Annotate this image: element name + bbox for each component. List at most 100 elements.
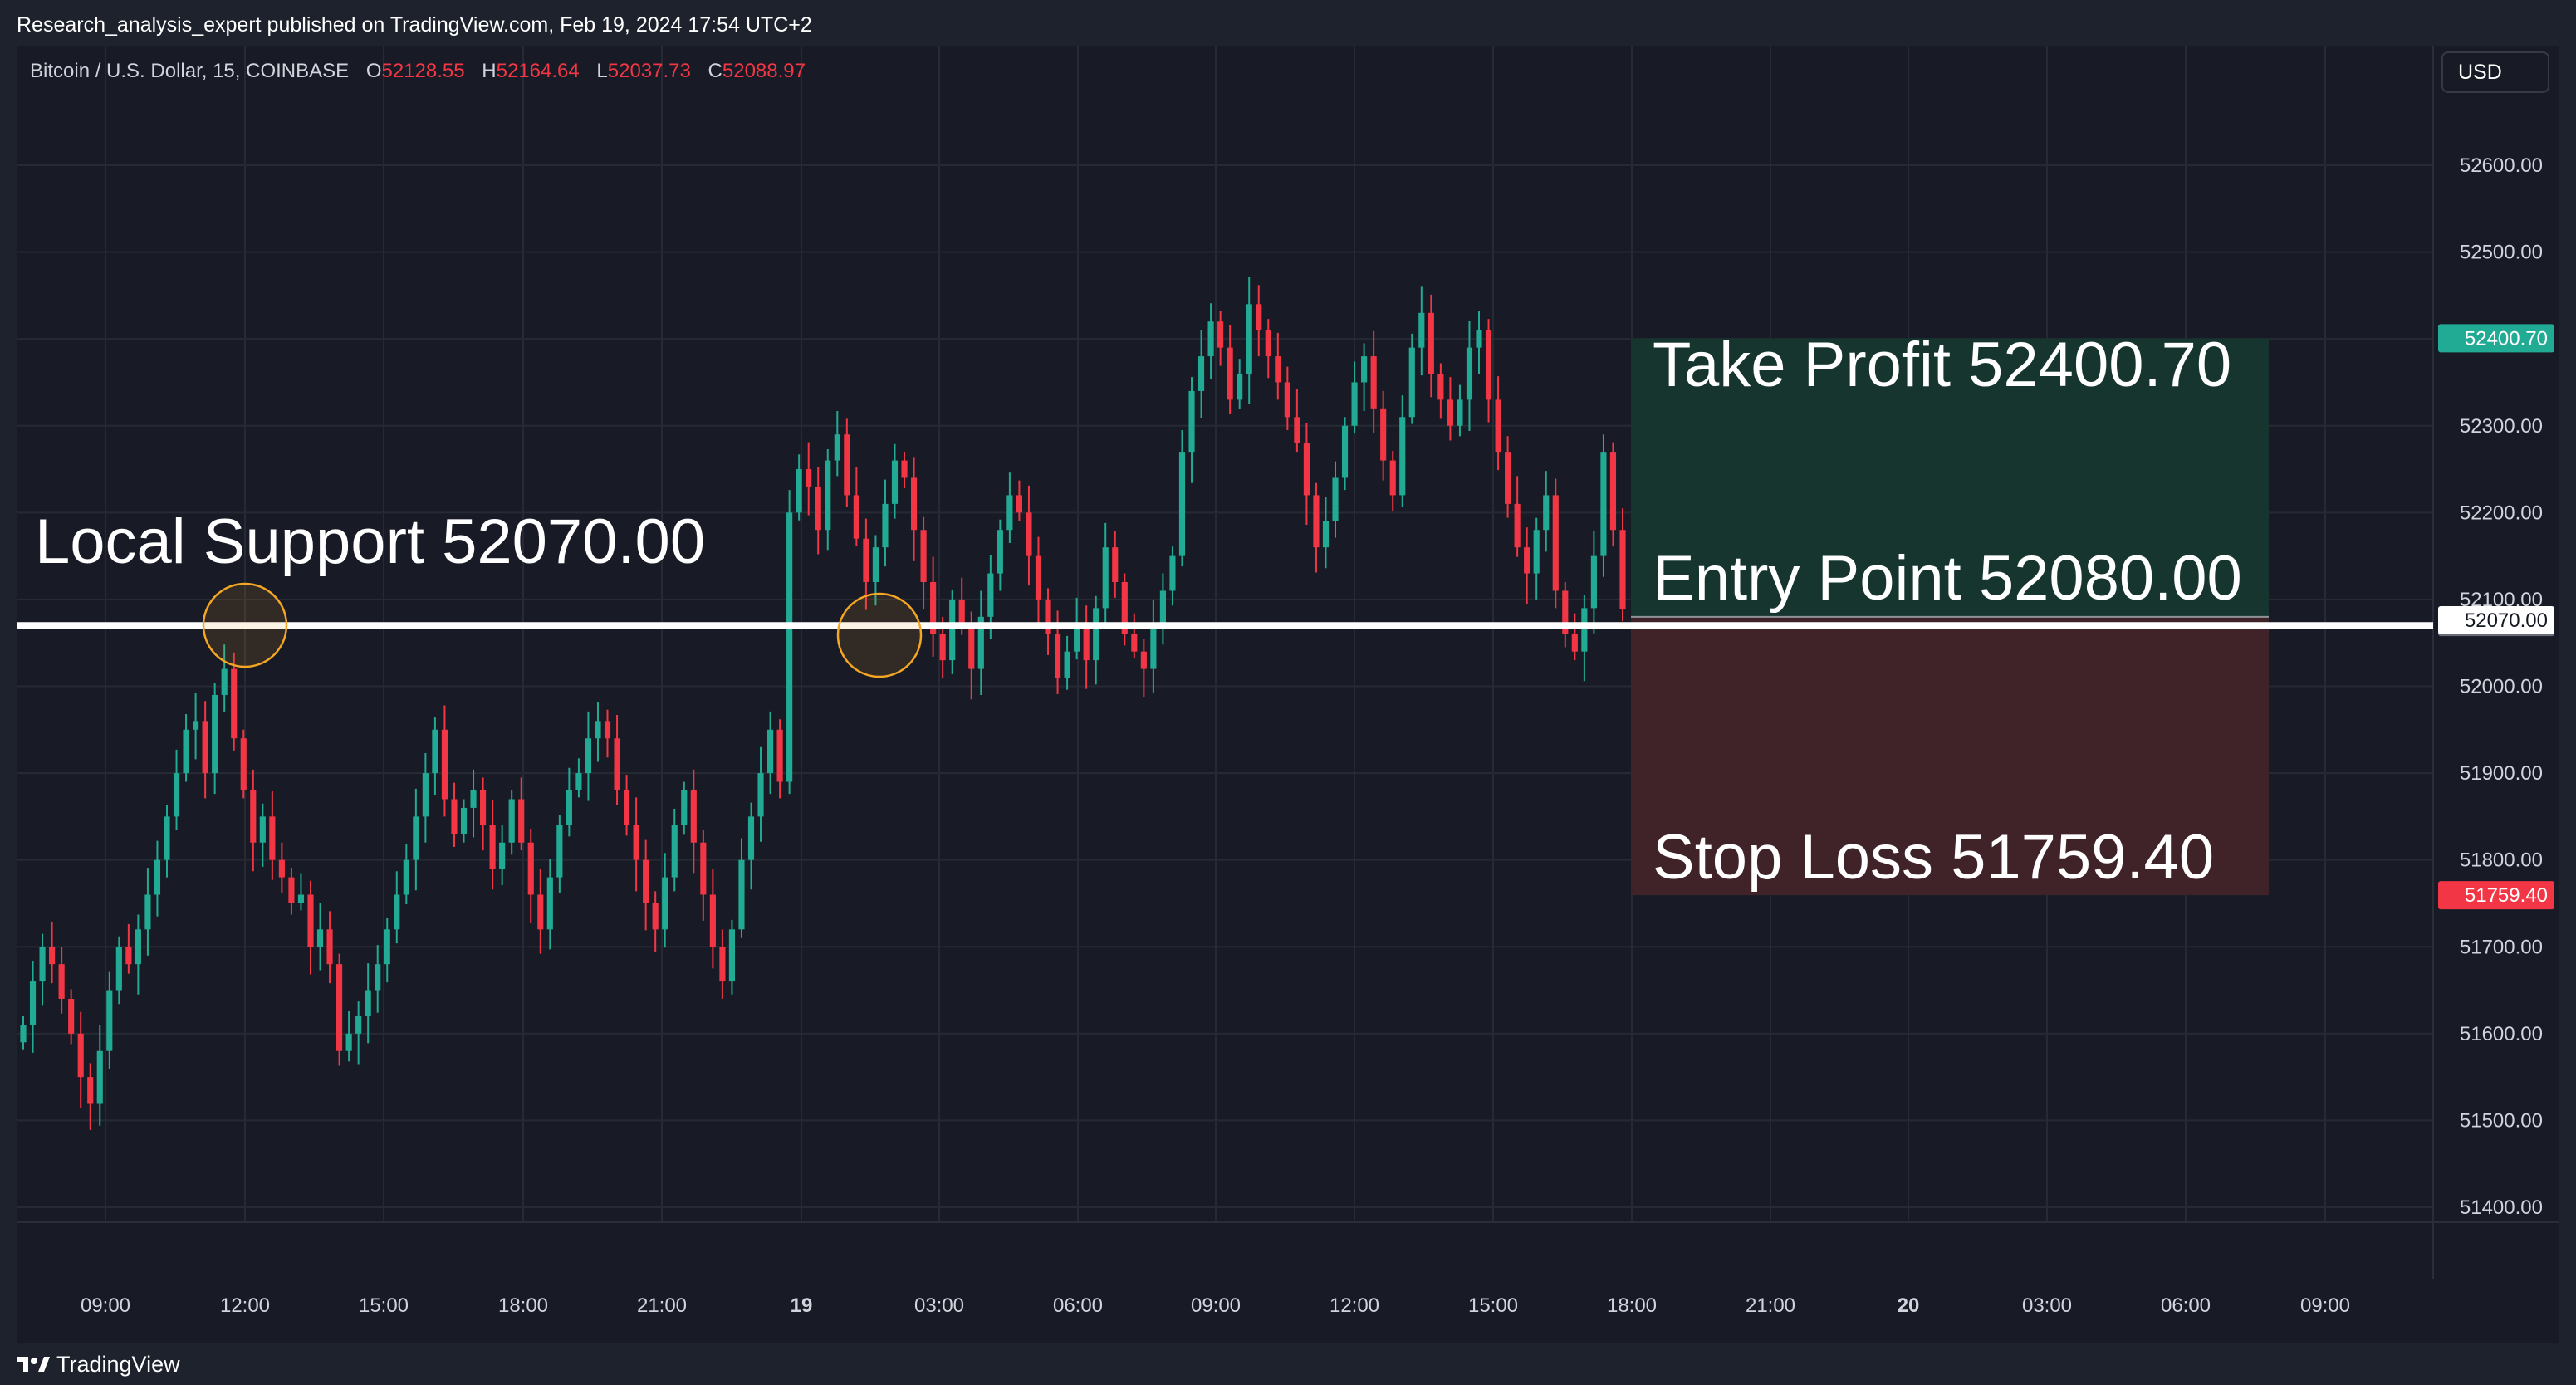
candle[interactable] xyxy=(1428,294,1434,398)
candle[interactable] xyxy=(1275,332,1281,400)
candle[interactable] xyxy=(623,775,630,836)
candle[interactable] xyxy=(441,705,448,817)
candle[interactable] xyxy=(1303,423,1310,525)
candle[interactable] xyxy=(269,791,276,880)
candle[interactable] xyxy=(1332,461,1339,538)
candle[interactable] xyxy=(700,830,707,921)
candle[interactable] xyxy=(29,960,37,1053)
candle[interactable] xyxy=(1121,573,1128,646)
candle[interactable] xyxy=(1351,361,1358,434)
brand[interactable]: TradingView xyxy=(17,1343,180,1385)
candle[interactable] xyxy=(977,590,984,695)
candle[interactable] xyxy=(173,749,180,830)
candle[interactable] xyxy=(480,777,487,851)
candle[interactable] xyxy=(643,839,649,931)
candle[interactable] xyxy=(87,1063,94,1130)
candle[interactable] xyxy=(1418,286,1425,376)
candle[interactable] xyxy=(1093,595,1099,685)
candle[interactable] xyxy=(1361,343,1368,411)
candle[interactable] xyxy=(297,873,305,911)
candle[interactable] xyxy=(1380,390,1387,481)
candle[interactable] xyxy=(595,702,601,762)
candle[interactable] xyxy=(1035,536,1042,625)
candle[interactable] xyxy=(776,719,783,799)
candle[interactable] xyxy=(1590,531,1597,634)
candle[interactable] xyxy=(394,871,400,944)
candle[interactable] xyxy=(766,711,774,795)
candle[interactable] xyxy=(527,829,534,924)
candle[interactable] xyxy=(1552,478,1559,609)
candle[interactable] xyxy=(1150,600,1157,692)
candle[interactable] xyxy=(240,729,247,799)
candle[interactable] xyxy=(1581,595,1588,682)
candle[interactable] xyxy=(49,921,56,984)
candle[interactable] xyxy=(1217,311,1224,366)
candle[interactable] xyxy=(604,709,611,758)
candle[interactable] xyxy=(1399,395,1406,507)
candle[interactable] xyxy=(1006,472,1013,543)
candle[interactable] xyxy=(882,479,889,567)
candle[interactable] xyxy=(633,797,639,892)
candle[interactable] xyxy=(499,825,506,885)
candle[interactable] xyxy=(1485,319,1492,423)
candle[interactable] xyxy=(1543,471,1550,552)
candle[interactable] xyxy=(1140,638,1147,697)
candle[interactable] xyxy=(825,448,831,551)
candle[interactable] xyxy=(115,936,122,1005)
candle[interactable] xyxy=(422,753,429,843)
candle[interactable] xyxy=(193,692,199,760)
candle[interactable] xyxy=(1188,377,1195,483)
candle[interactable] xyxy=(259,803,266,868)
candle[interactable] xyxy=(518,777,525,851)
candle[interactable] xyxy=(901,452,908,489)
candle[interactable] xyxy=(1322,497,1330,569)
candle[interactable] xyxy=(1294,389,1300,453)
candle[interactable] xyxy=(546,859,553,950)
candle[interactable] xyxy=(1045,588,1051,655)
candle[interactable] xyxy=(125,924,132,974)
candle[interactable] xyxy=(1619,508,1626,622)
candle[interactable] xyxy=(413,788,419,891)
candle[interactable] xyxy=(508,789,515,855)
candle[interactable] xyxy=(20,1016,27,1050)
candle[interactable] xyxy=(326,911,333,984)
candle[interactable] xyxy=(77,1011,84,1108)
candle[interactable] xyxy=(1341,417,1349,491)
candle[interactable] xyxy=(949,590,956,674)
candle[interactable] xyxy=(537,869,544,954)
candle[interactable] xyxy=(106,971,113,1069)
candle[interactable] xyxy=(1495,376,1501,471)
candle[interactable] xyxy=(930,556,937,657)
candle[interactable] xyxy=(844,418,850,507)
candle[interactable] xyxy=(1457,384,1463,437)
candle[interactable] xyxy=(1112,531,1119,598)
candle[interactable] xyxy=(278,842,285,893)
candle[interactable] xyxy=(863,518,869,610)
candle[interactable] xyxy=(806,442,812,516)
candle[interactable] xyxy=(1237,359,1243,409)
candle[interactable] xyxy=(336,953,343,1066)
candle[interactable] xyxy=(1169,546,1176,606)
candle[interactable] xyxy=(345,1011,352,1062)
candle[interactable] xyxy=(460,799,468,843)
candle[interactable] xyxy=(891,443,899,519)
candle[interactable] xyxy=(1466,321,1473,432)
candle[interactable] xyxy=(719,929,726,999)
candle[interactable] xyxy=(1476,311,1482,375)
candle[interactable] xyxy=(575,758,582,798)
candle[interactable] xyxy=(144,868,151,956)
candle[interactable] xyxy=(403,844,409,905)
candle[interactable] xyxy=(1197,330,1205,418)
candle[interactable] xyxy=(135,914,141,995)
candle[interactable] xyxy=(231,652,238,751)
candle[interactable] xyxy=(1246,277,1252,404)
candle[interactable] xyxy=(757,746,764,842)
candle[interactable] xyxy=(250,769,257,872)
candle[interactable] xyxy=(681,781,688,835)
candle[interactable] xyxy=(489,800,496,890)
candle[interactable] xyxy=(786,490,793,795)
candle[interactable] xyxy=(1159,573,1166,645)
candle[interactable] xyxy=(747,802,755,890)
candle[interactable] xyxy=(221,644,228,712)
candle[interactable] xyxy=(154,840,161,917)
